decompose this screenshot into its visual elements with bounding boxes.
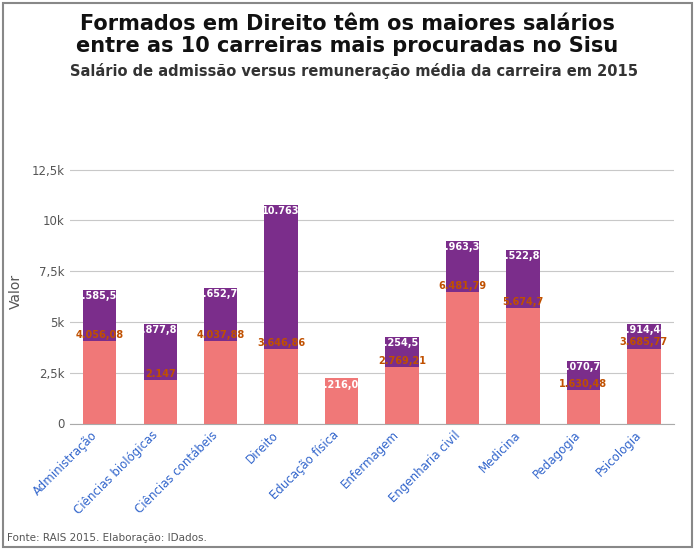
Text: 8.522,84: 8.522,84: [499, 251, 547, 261]
Text: 4.914,44: 4.914,44: [620, 324, 668, 335]
Text: Salário de admissão versus remuneração média da carreira em 2015: Salário de admissão versus remuneração m…: [70, 63, 637, 79]
Bar: [446, 241, 479, 292]
Bar: [83, 290, 116, 341]
Bar: [265, 205, 297, 349]
Text: 6.585,54: 6.585,54: [76, 291, 124, 301]
Text: 3.070,79: 3.070,79: [559, 362, 607, 372]
Bar: [446, 292, 479, 424]
Bar: [507, 308, 539, 424]
Bar: [83, 341, 116, 424]
Bar: [386, 337, 418, 367]
Bar: [567, 361, 600, 390]
Text: 2.769,21: 2.769,21: [378, 356, 426, 366]
Y-axis label: Valor: Valor: [9, 274, 24, 309]
Text: BLOG·EXAME·DE·ORDEM: BLOG·EXAME·DE·ORDEM: [505, 526, 648, 538]
Text: 4.877,86: 4.877,86: [136, 326, 184, 336]
Text: Formados em Direito têm os maiores salários: Formados em Direito têm os maiores salár…: [80, 14, 615, 34]
Text: 6.481,79: 6.481,79: [439, 280, 486, 290]
Text: 1.630,48: 1.630,48: [559, 379, 607, 389]
Text: 2.216,05: 2.216,05: [318, 379, 366, 389]
Text: 4.254,55: 4.254,55: [378, 338, 426, 348]
Bar: [507, 250, 539, 308]
Bar: [567, 390, 600, 424]
Bar: [204, 288, 237, 342]
Text: 6.652,79: 6.652,79: [197, 289, 245, 299]
Bar: [325, 378, 358, 424]
Text: 3.646,86: 3.646,86: [257, 338, 305, 348]
Text: entre as 10 carreiras mais procuradas no Sisu: entre as 10 carreiras mais procuradas no…: [76, 36, 619, 56]
Bar: [144, 324, 177, 380]
Text: 4.056,08: 4.056,08: [76, 330, 124, 340]
Bar: [628, 324, 660, 349]
Text: 3.685,77: 3.685,77: [620, 338, 668, 348]
Text: 8.963,31: 8.963,31: [439, 243, 486, 252]
Bar: [265, 349, 297, 424]
Text: Fonte: RAIS 2015. Elaboração: IDados.: Fonte: RAIS 2015. Elaboração: IDados.: [7, 534, 207, 543]
Bar: [386, 367, 418, 424]
Text: 4.037,88: 4.037,88: [197, 331, 245, 340]
Bar: [204, 342, 237, 424]
Text: 5.674,7: 5.674,7: [502, 297, 543, 307]
Text: 10.763: 10.763: [263, 206, 300, 216]
Text: 2.147: 2.147: [145, 368, 176, 379]
Bar: [628, 349, 660, 424]
Bar: [144, 380, 177, 424]
